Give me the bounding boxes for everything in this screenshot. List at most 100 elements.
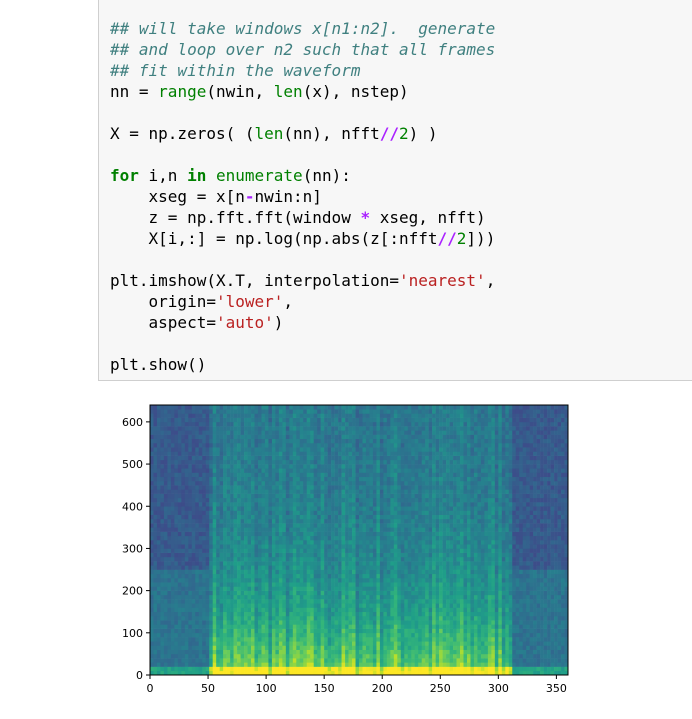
spectrogram-cell	[257, 577, 262, 583]
spectrogram-cell	[216, 594, 220, 600]
spectrogram-cell	[345, 658, 349, 663]
spectrogram-cell	[170, 645, 175, 650]
spectrogram-cell	[334, 637, 339, 642]
spectrogram-cell	[352, 653, 356, 659]
spectrogram-cell	[191, 438, 196, 444]
spectrogram-cell	[271, 527, 276, 532]
spectrogram-cell	[352, 438, 356, 444]
spectrogram-cell	[261, 523, 266, 528]
spectrogram-cell	[379, 569, 384, 575]
spectrogram-cell	[365, 561, 370, 566]
spectrogram-cell	[334, 603, 339, 608]
spectrogram-cell	[156, 603, 161, 608]
spectrogram-cell	[296, 620, 301, 625]
spectrogram-cell	[355, 586, 360, 591]
spectrogram-cell	[219, 485, 224, 490]
spectrogram-cell	[317, 586, 321, 591]
spectrogram-cell	[275, 514, 280, 520]
spectrogram-cell	[306, 523, 311, 528]
spectrogram-cell	[296, 670, 301, 676]
spectrogram-cell	[303, 565, 308, 570]
spectrogram-cell	[338, 434, 342, 440]
spectrogram-cell	[271, 590, 276, 596]
spectrogram-cell	[160, 552, 165, 558]
spectrogram-cell	[310, 649, 315, 655]
spectrogram-cell	[285, 556, 290, 562]
code-cell-input[interactable]: ## will take windows x[n1:n2]. generate #…	[98, 0, 692, 381]
spectrogram-cell	[341, 556, 346, 562]
spectrogram-cell	[390, 653, 395, 659]
spectrogram-cell	[170, 577, 175, 583]
spectrogram-cell	[289, 497, 294, 503]
spectrogram-cell	[202, 476, 207, 482]
spectrogram-cell	[313, 455, 318, 461]
spectrogram-cell	[327, 464, 332, 469]
spectrogram-cell	[223, 658, 227, 663]
spectrogram-cell	[310, 653, 315, 659]
spectrogram-cell	[275, 649, 280, 655]
spectrogram-cell	[156, 582, 161, 587]
spectrogram-cell	[271, 506, 276, 511]
spectrogram-cell	[317, 430, 321, 435]
spectrogram-cell	[327, 531, 332, 537]
spectrogram-cell	[198, 582, 203, 587]
spectrogram-cell	[292, 670, 297, 676]
spectrogram-cell	[230, 548, 234, 553]
spectrogram-cell	[216, 535, 220, 541]
spectrogram-cell	[275, 573, 280, 579]
spectrogram-cell	[289, 417, 294, 423]
spectrogram-cell	[247, 582, 252, 587]
spectrogram-cell	[359, 493, 363, 499]
spectrogram-cell	[177, 594, 182, 600]
spectrogram-cell	[209, 476, 213, 482]
spectrogram-cell	[355, 561, 360, 566]
spectrogram-cell	[407, 493, 412, 499]
spectrogram-cell	[251, 413, 255, 418]
spectrogram-cell	[331, 590, 335, 596]
spectrogram-cell	[407, 603, 412, 608]
spectrogram-cell	[247, 544, 252, 549]
spectrogram-cell	[372, 548, 377, 553]
spectrogram-cell	[275, 607, 280, 613]
spectrogram-cell	[393, 413, 398, 418]
code-line: origin='lower',	[110, 291, 495, 312]
spectrogram-cell	[404, 565, 409, 570]
spectrogram-cell	[383, 510, 388, 515]
spectrogram-cell	[223, 455, 227, 461]
spectrogram-cell	[226, 480, 231, 486]
spectrogram-cell	[327, 637, 332, 642]
spectrogram-cell	[393, 472, 398, 478]
spectrogram-cell	[244, 531, 248, 537]
spectrogram-cell	[372, 645, 377, 650]
spectrogram-cell	[372, 577, 377, 583]
spectrogram-cell	[341, 569, 346, 575]
spectrogram-cell	[254, 502, 259, 507]
spectrogram-cell	[397, 468, 402, 473]
spectrogram-cell	[285, 476, 290, 482]
spectrogram-cell	[348, 502, 353, 507]
spectrogram-cell	[393, 653, 398, 659]
spectrogram-cell	[365, 472, 370, 478]
spectrogram-cell	[359, 447, 363, 452]
spectrogram-cell	[170, 405, 175, 410]
spectrogram-cell	[359, 577, 363, 583]
spectrogram-cell	[209, 603, 213, 608]
spectrogram-cell	[411, 632, 416, 638]
spectrogram-cell	[188, 653, 193, 659]
spectrogram-cell	[292, 620, 297, 625]
spectrogram-cell	[216, 485, 220, 490]
spectrogram-cell	[386, 535, 391, 541]
spectrogram-cell	[411, 594, 416, 600]
spectrogram-cell	[163, 586, 168, 591]
spectrogram-cell	[327, 447, 332, 452]
spectrogram-cell	[240, 637, 245, 642]
code-token: enumerate	[215, 166, 303, 185]
spectrogram-cell	[345, 447, 349, 452]
spectrogram-cell	[393, 459, 398, 465]
spectrogram-cell	[397, 409, 402, 414]
spectrogram-cell	[338, 540, 342, 545]
spectrogram-cell	[251, 637, 255, 642]
code-editor[interactable]: ## will take windows x[n1:n2]. generate #…	[110, 18, 495, 375]
spectrogram-cell	[372, 413, 377, 418]
spectrogram-cell	[345, 497, 349, 503]
